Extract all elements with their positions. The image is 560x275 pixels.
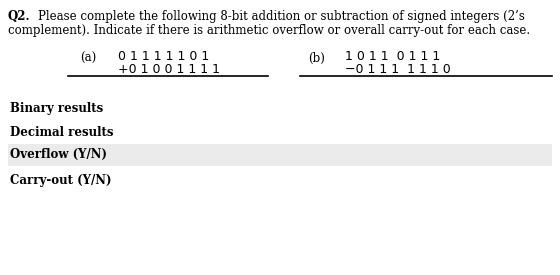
Text: (b): (b)	[308, 52, 325, 65]
Text: Binary results: Binary results	[10, 102, 103, 115]
Text: (a): (a)	[80, 52, 96, 65]
Text: Q2.: Q2.	[8, 10, 31, 23]
Text: 0 1 1 1 1 1 0 1: 0 1 1 1 1 1 0 1	[118, 50, 209, 63]
Text: complement). Indicate if there is arithmetic overflow or overall carry-out for e: complement). Indicate if there is arithm…	[8, 24, 530, 37]
Text: Please complete the following 8-bit addition or subtraction of signed integers (: Please complete the following 8-bit addi…	[8, 10, 525, 23]
Text: +0 1 0 0 1 1 1 1: +0 1 0 0 1 1 1 1	[118, 63, 220, 76]
Bar	[8, 144, 552, 166]
Text: Decimal results: Decimal results	[10, 126, 114, 139]
Text: Carry-out (Y/N): Carry-out (Y/N)	[10, 174, 111, 187]
Text: 1 0 1 1  0 1 1 1: 1 0 1 1 0 1 1 1	[345, 50, 440, 63]
Text: −0 1 1 1  1 1 1 0: −0 1 1 1 1 1 1 0	[345, 63, 451, 76]
Text: Overflow (Y/N): Overflow (Y/N)	[10, 148, 107, 161]
